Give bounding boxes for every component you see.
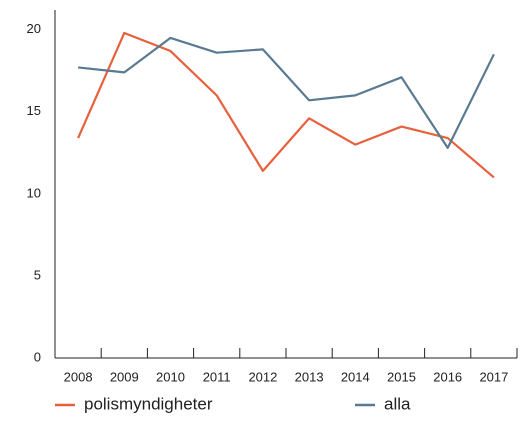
legend-label: alla (384, 394, 411, 413)
x-tick-label: 2009 (110, 369, 139, 384)
series-line (77, 36, 495, 149)
x-tick-label: 2008 (64, 369, 93, 384)
x-tick-label: 2015 (387, 369, 416, 384)
x-tick-label: 2011 (203, 369, 231, 384)
y-tick-label: 10 (27, 185, 41, 200)
x-tick-label: 2014 (341, 369, 370, 384)
legend-label: polismyndigheter (84, 394, 213, 413)
y-tick-label: 0 (34, 349, 41, 364)
y-tick-label: 15 (27, 103, 41, 118)
x-tick-label: 2016 (433, 369, 462, 384)
y-tick-label: 20 (27, 21, 41, 36)
x-tick-label: 2013 (295, 369, 324, 384)
y-tick-label: 5 (34, 267, 41, 282)
x-tick-label: 2010 (156, 369, 185, 384)
series-line (77, 31, 495, 179)
x-tick-label: 2017 (479, 369, 508, 384)
x-tick-label: 2012 (248, 369, 277, 384)
